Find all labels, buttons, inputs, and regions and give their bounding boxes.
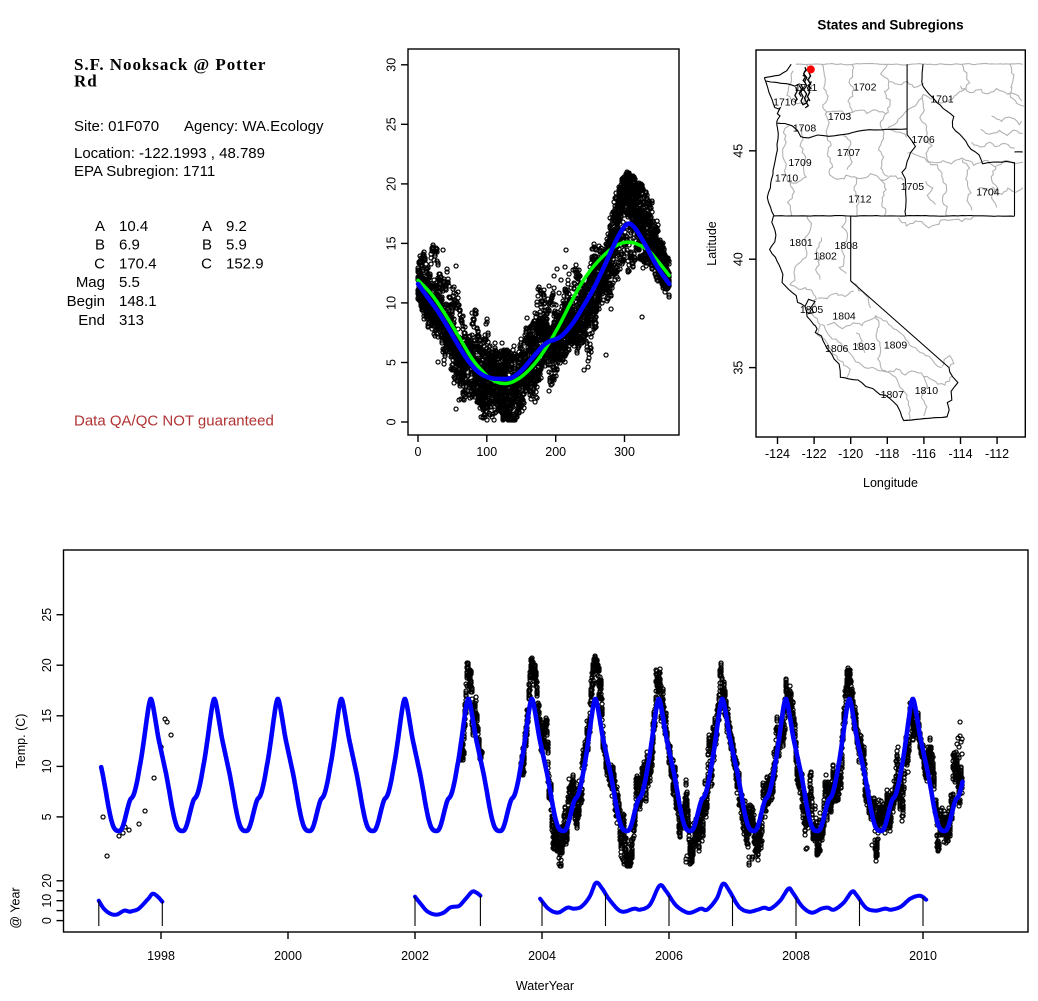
svg-text:9.2: 9.2	[226, 218, 247, 235]
svg-text:1706: 1706	[911, 134, 935, 146]
svg-text:Data QA/QC NOT guaranteed: Data QA/QC NOT guaranteed	[74, 413, 274, 430]
svg-text:152.9: 152.9	[226, 255, 264, 272]
svg-text:30: 30	[385, 58, 399, 72]
svg-text:1709: 1709	[788, 157, 812, 169]
svg-text:1998: 1998	[147, 949, 175, 963]
svg-text:1708: 1708	[793, 123, 817, 135]
svg-text:Mag: Mag	[76, 274, 105, 291]
svg-text:-118: -118	[875, 447, 899, 461]
svg-text:0: 0	[40, 917, 54, 924]
svg-text:1704: 1704	[976, 187, 1000, 199]
svg-text:Agency: WA.Ecology: Agency: WA.Ecology	[184, 118, 324, 135]
svg-text:2002: 2002	[401, 949, 429, 963]
svg-text:Temp. (C): Temp. (C)	[14, 714, 28, 769]
svg-text:300: 300	[614, 445, 635, 459]
svg-text:5.5: 5.5	[119, 274, 140, 291]
svg-text:1801: 1801	[789, 237, 813, 249]
svg-text:1809: 1809	[884, 339, 908, 351]
svg-text:1711: 1711	[795, 82, 818, 94]
svg-text:1710: 1710	[775, 173, 799, 185]
svg-text:35: 35	[732, 361, 746, 375]
svg-text:1710: 1710	[773, 97, 797, 109]
svg-text:40: 40	[732, 252, 746, 266]
svg-text:-112: -112	[985, 447, 1009, 461]
svg-text:1808: 1808	[835, 240, 859, 252]
svg-text:1802: 1802	[814, 251, 838, 263]
svg-text:148.1: 148.1	[119, 293, 157, 310]
svg-text:Site: 01F070: Site: 01F070	[74, 118, 159, 135]
svg-text:45: 45	[732, 144, 746, 158]
svg-text:Latitude: Latitude	[705, 221, 719, 266]
svg-text:2000: 2000	[274, 949, 302, 963]
svg-text:A: A	[202, 218, 212, 235]
svg-text:20: 20	[40, 658, 54, 672]
svg-text:Location: -122.1993 , 48.789: Location: -122.1993 , 48.789	[74, 145, 265, 162]
svg-text:0: 0	[415, 445, 422, 459]
svg-text:B: B	[202, 237, 212, 254]
svg-text:2004: 2004	[528, 949, 556, 963]
svg-text:100: 100	[476, 445, 497, 459]
svg-text:5: 5	[40, 813, 54, 820]
svg-text:2006: 2006	[655, 949, 683, 963]
svg-text:1810: 1810	[915, 385, 939, 397]
svg-text:5.9: 5.9	[226, 237, 247, 254]
svg-text:10: 10	[385, 296, 399, 310]
svg-text:10: 10	[40, 894, 54, 908]
svg-text:States and Subregions: States and Subregions	[817, 18, 963, 33]
svg-text:10.4: 10.4	[119, 218, 148, 235]
svg-text:1707: 1707	[837, 147, 861, 159]
svg-text:2008: 2008	[782, 949, 810, 963]
svg-text:B: B	[95, 237, 105, 254]
svg-text:Longitude: Longitude	[863, 476, 918, 490]
svg-text:1712: 1712	[848, 194, 872, 206]
svg-text:1806: 1806	[825, 343, 849, 355]
svg-text:1804: 1804	[832, 311, 856, 323]
svg-text:-116: -116	[912, 447, 936, 461]
svg-text:End: End	[78, 312, 105, 329]
svg-text:20: 20	[40, 874, 54, 888]
svg-text:-124: -124	[765, 447, 790, 461]
svg-text:C: C	[94, 255, 105, 272]
svg-text:@ Year: @ Year	[9, 887, 23, 928]
svg-text:1807: 1807	[881, 389, 905, 401]
svg-text:6.9: 6.9	[119, 237, 140, 254]
svg-text:200: 200	[545, 445, 566, 459]
svg-text:1805: 1805	[800, 304, 824, 316]
svg-text:0: 0	[385, 418, 399, 425]
svg-text:20: 20	[385, 177, 399, 191]
svg-text:Rd: Rd	[74, 72, 98, 91]
svg-text:170.4: 170.4	[119, 255, 157, 272]
svg-text:-120: -120	[838, 447, 863, 461]
svg-text:EPA Subregion: 1711: EPA Subregion: 1711	[74, 163, 215, 180]
svg-text:5: 5	[385, 359, 399, 366]
svg-text:-122: -122	[802, 447, 827, 461]
svg-text:313: 313	[119, 312, 144, 329]
svg-text:C: C	[201, 255, 212, 272]
svg-text:15: 15	[385, 236, 399, 250]
svg-text:1701: 1701	[930, 93, 954, 105]
svg-text:2010: 2010	[909, 949, 937, 963]
svg-text:1702: 1702	[853, 82, 877, 94]
svg-text:1803: 1803	[852, 341, 876, 353]
svg-text:25: 25	[385, 117, 399, 131]
svg-text:Begin: Begin	[67, 293, 105, 310]
svg-text:15: 15	[40, 709, 54, 723]
svg-text:10: 10	[40, 759, 54, 773]
svg-text:1705: 1705	[901, 181, 925, 193]
svg-text:A: A	[95, 218, 105, 235]
svg-text:WaterYear: WaterYear	[516, 979, 574, 993]
svg-text:25: 25	[40, 608, 54, 622]
svg-text:S.F. Nooksack @ Potter: S.F. Nooksack @ Potter	[74, 55, 266, 74]
svg-text:-114: -114	[948, 447, 972, 461]
svg-text:1703: 1703	[828, 111, 852, 123]
